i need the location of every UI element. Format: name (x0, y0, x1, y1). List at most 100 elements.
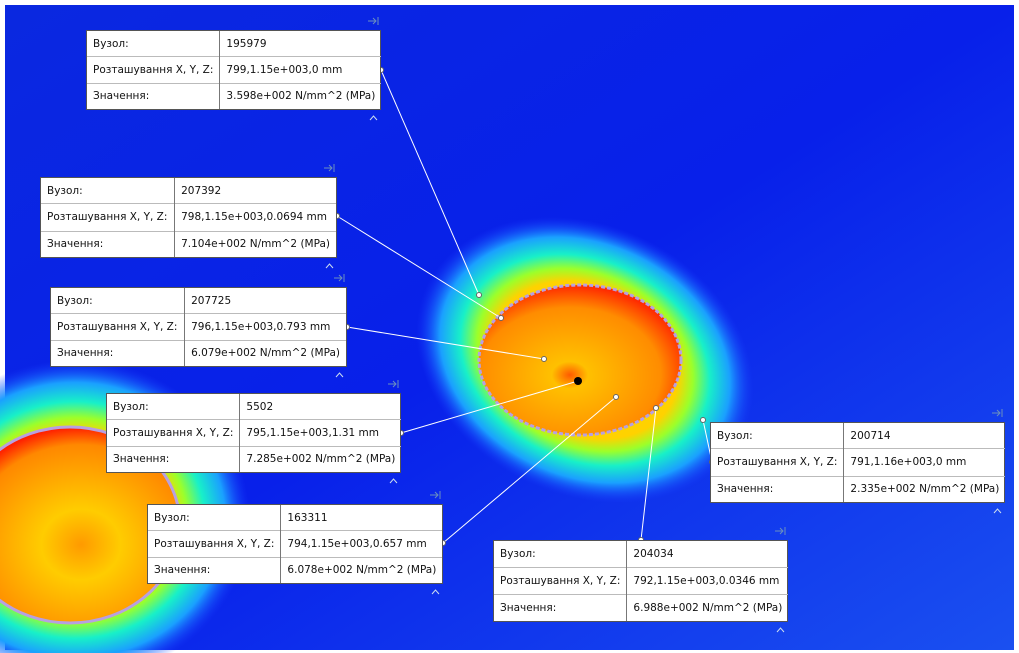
probe-callout: Вузол: 207725 Розташування X, Y, Z: 796,1.1… (50, 287, 347, 367)
probe-label: Розташування X, Y, Z: (711, 448, 845, 476)
probe-label: Вузол: (51, 288, 186, 314)
stress-region (477, 283, 683, 437)
probe-value: 207725 (191, 294, 232, 307)
probe-row: Розташування X, Y, Z: 796,1.15e+003,0.793… (51, 313, 346, 341)
pin-icon[interactable] (991, 408, 1003, 421)
probe-label: Значення: (51, 339, 186, 366)
leader-line (400, 380, 579, 434)
probe-row: Вузол: 204034 (494, 541, 788, 568)
probe-row: Вузол: 207392 (41, 178, 336, 204)
pin-icon[interactable] (429, 490, 441, 503)
probe-value: 3.598e+002 N/mm^2 (MPa) (219, 82, 382, 109)
probe-value: 5502 (246, 400, 274, 413)
probe-label: Розташування X, Y, Z: (494, 566, 628, 595)
probe-value: 6.078e+002 N/mm^2 (MPa) (280, 556, 443, 583)
leader-line (346, 326, 545, 360)
probe-label: Значення: (494, 594, 628, 621)
probe-callout: Вузол: 163311 Розташування X, Y, Z: 794,1.1… (147, 504, 443, 584)
probe-point (574, 377, 582, 385)
probe-callout: Вузол: 195979 Розташування X, Y, Z: 799,1.1… (86, 30, 382, 110)
leader-line (336, 215, 502, 319)
probe-label: Вузол: (711, 423, 845, 449)
probe-row: Розташування X, Y, Z: 791,1.16e+003,0 mm (711, 448, 1006, 476)
probe-table: Вузол: 200714 Розташування X, Y, Z: 791,1.1… (711, 423, 1006, 502)
leader-end (653, 405, 659, 411)
probe-row: Значення: 7.285e+002 N/mm^2 (MPa) (107, 445, 402, 472)
probe-label: Розташування X, Y, Z: (148, 530, 282, 558)
pin-icon[interactable] (387, 379, 399, 392)
probe-row: Значення: 2.335e+002 N/mm^2 (MPa) (711, 475, 1006, 502)
collapse-icon[interactable] (325, 259, 334, 272)
probe-row: Вузол: 207725 (51, 288, 346, 314)
collapse-icon[interactable] (389, 474, 398, 487)
probe-table: Вузол: 207725 Розташування X, Y, Z: 796,1.1… (51, 288, 346, 366)
probe-table: Вузол: 163311 Розташування X, Y, Z: 794,1.1… (148, 505, 443, 583)
probe-callout: Вузол: 207392 Розташування X, Y, Z: 798,1.1… (40, 177, 337, 258)
pin-icon[interactable] (367, 16, 379, 29)
probe-row: Розташування X, Y, Z: 795,1.15e+003,1.31 … (107, 419, 402, 447)
probe-table: Вузол: 204034 Розташування X, Y, Z: 792,1.1… (494, 541, 789, 621)
probe-callout: Вузол: 200714 Розташування X, Y, Z: 791,1.1… (710, 422, 1006, 503)
probe-table: Вузол: 5502 Розташування X, Y, Z: 795,1.15e… (107, 394, 402, 472)
probe-label: Розташування X, Y, Z: (51, 313, 186, 341)
probe-row: Розташування X, Y, Z: 798,1.15e+003,0.069… (41, 203, 336, 231)
leader-line (380, 69, 480, 296)
collapse-icon[interactable] (993, 504, 1002, 517)
leader-end (613, 394, 619, 400)
probe-table: Вузол: 207392 Розташування X, Y, Z: 798,1.1… (41, 178, 336, 257)
probe-label: Вузол: (148, 505, 282, 531)
probe-value: 794,1.15e+003,0.657 mm (280, 530, 443, 558)
probe-label: Вузол: (107, 394, 241, 420)
probe-label: Розташування X, Y, Z: (107, 419, 241, 447)
probe-value: 163311 (287, 511, 328, 524)
probe-callout: Вузол: 204034 Розташування X, Y, Z: 792,1.1… (493, 540, 789, 622)
probe-row: Розташування X, Y, Z: 799,1.15e+003,0 mm (87, 56, 382, 84)
leader-line (640, 407, 657, 541)
probe-label: Значення: (148, 556, 282, 583)
probe-value: 200714 (850, 429, 891, 442)
probe-label: Значення: (87, 82, 221, 109)
probe-value: 195979 (226, 37, 267, 50)
probe-value: 2.335e+002 N/mm^2 (MPa) (843, 475, 1006, 502)
leader-line (442, 396, 617, 544)
leader-end (498, 315, 504, 321)
probe-row: Значення: 6.079e+002 N/mm^2 (MPa) (51, 339, 346, 366)
collapse-icon[interactable] (335, 368, 344, 381)
probe-row: Розташування X, Y, Z: 794,1.15e+003,0.657… (148, 530, 443, 558)
probe-row: Вузол: 200714 (711, 423, 1005, 449)
leader-end (476, 292, 482, 298)
pin-icon[interactable] (333, 273, 345, 286)
probe-value: 204034 (633, 547, 674, 560)
probe-value: 799,1.15e+003,0 mm (219, 56, 382, 84)
probe-value: 792,1.15e+003,0.0346 mm (626, 566, 789, 595)
probe-label: Значення: (107, 445, 241, 472)
probe-value: 7.285e+002 N/mm^2 (MPa) (239, 445, 402, 472)
probe-label: Вузол: (494, 541, 628, 568)
collapse-icon[interactable] (369, 111, 378, 124)
probe-label: Розташування X, Y, Z: (87, 56, 221, 84)
probe-row: Розташування X, Y, Z: 792,1.15e+003,0.034… (494, 566, 789, 595)
probe-label: Вузол: (87, 31, 221, 57)
pin-icon[interactable] (323, 163, 335, 176)
probe-value: 796,1.15e+003,0.793 mm (184, 313, 346, 341)
probe-row: Вузол: 195979 (87, 31, 381, 57)
probe-value: 7.104e+002 N/mm^2 (MPa) (174, 230, 336, 257)
probe-label: Значення: (711, 475, 845, 502)
probe-row: Вузол: 5502 (107, 394, 401, 420)
probe-value: 791,1.16e+003,0 mm (843, 448, 1006, 476)
collapse-icon[interactable] (776, 623, 785, 636)
pin-icon[interactable] (774, 526, 786, 539)
probe-label: Вузол: (41, 178, 176, 204)
probe-row: Значення: 6.078e+002 N/mm^2 (MPa) (148, 556, 443, 583)
probe-row: Значення: 3.598e+002 N/mm^2 (MPa) (87, 82, 382, 109)
probe-value: 207392 (181, 184, 222, 197)
probe-row: Вузол: 163311 (148, 505, 442, 531)
leader-end (541, 356, 547, 362)
probe-row: Значення: 6.988e+002 N/mm^2 (MPa) (494, 594, 789, 621)
probe-table: Вузол: 195979 Розташування X, Y, Z: 799,1.1… (87, 31, 382, 109)
collapse-icon[interactable] (431, 585, 440, 598)
probe-value: 798,1.15e+003,0.0694 mm (174, 203, 336, 231)
probe-label: Значення: (41, 230, 176, 257)
probe-label: Розташування X, Y, Z: (41, 203, 176, 231)
